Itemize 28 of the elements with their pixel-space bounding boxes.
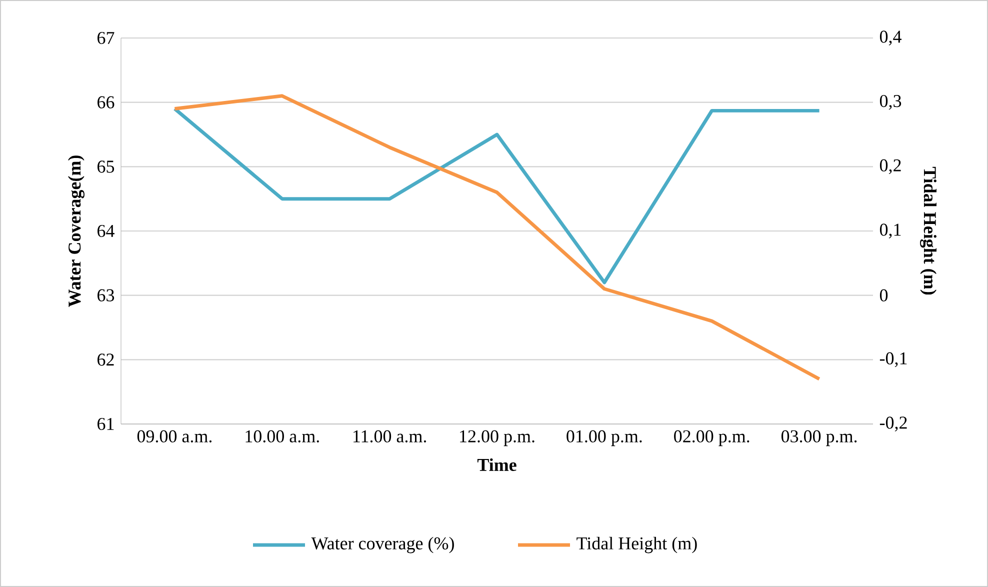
- y-axis-title: Water Coverage(m): [68, 156, 84, 307]
- y-tick-label: 66: [98, 96, 114, 108]
- y2-tick-label: 0,2: [880, 159, 901, 174]
- y2-tick-label: -0,1: [880, 352, 907, 368]
- x-tick-label: 12.00 p.m.: [460, 430, 534, 446]
- y-tick-label: 61: [98, 418, 114, 430]
- y2-tick-label: 0,3: [880, 94, 902, 110]
- x-tick-label: 03.00 p.m.: [781, 430, 857, 446]
- line-series: [172, 94, 822, 381]
- y-tick-label: 62: [98, 354, 114, 366]
- y-tick-label: 64: [98, 224, 114, 238]
- y2-tick-label: 0,1: [880, 224, 901, 238]
- y2-tick-label: 0,4: [880, 30, 902, 46]
- line-series: [172, 107, 822, 284]
- legend-label: Tidal Height (m): [576, 536, 697, 554]
- x-axis-title: Time: [477, 458, 516, 471]
- x-tick-label: 02.00 p.m.: [674, 430, 750, 446]
- y2-tick-label: 0: [880, 289, 888, 302]
- x-tick-label: 10.00 a.m.: [246, 430, 319, 442]
- x-tick-label: 11.00 a.m.: [354, 430, 426, 442]
- y2-tick-label: -0,2: [880, 416, 907, 432]
- y-tick-label: 65: [98, 160, 114, 173]
- x-tick-label: 09.00 a.m.: [137, 430, 212, 442]
- y-tick-label: 67: [98, 32, 114, 44]
- legend-label: Water coverage (%): [311, 536, 454, 554]
- x-tick-label: 01.00 p.m.: [566, 430, 642, 446]
- y-tick-label: 63: [98, 289, 114, 302]
- y2-axis-title: Tidal Height (m): [920, 166, 936, 295]
